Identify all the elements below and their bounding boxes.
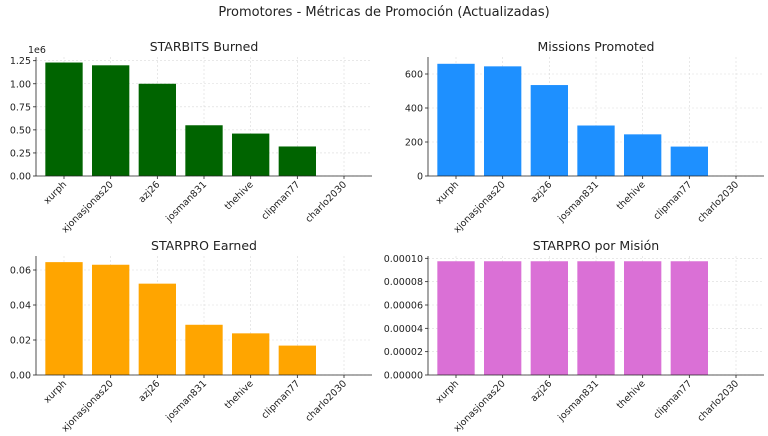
bar-clipman77 bbox=[278, 146, 316, 176]
bar-josman831 bbox=[577, 125, 615, 176]
y-tick-label: 0.00000 bbox=[384, 371, 423, 382]
bar-xurph bbox=[437, 261, 475, 375]
y-tick-label: 200 bbox=[405, 138, 423, 149]
y-tick-label: 0.75 bbox=[10, 102, 31, 113]
x-tick-label: clipman77 bbox=[652, 179, 695, 222]
y-tick-label: 0.50 bbox=[10, 125, 31, 136]
y-tick-label: 0 bbox=[417, 172, 423, 183]
bar-thehive bbox=[232, 333, 270, 375]
x-tick-label: azj26 bbox=[529, 378, 555, 404]
x-tick-label: thehive bbox=[615, 179, 648, 212]
bar-xurph bbox=[45, 262, 83, 375]
y-tick-label: 0.00 bbox=[10, 371, 31, 382]
chart-panel-4: 0.00000 0.00002 0.00004 0.00006 0.00008 0.000… bbox=[384, 238, 764, 434]
x-tick-label: azj26 bbox=[529, 179, 555, 205]
x-tick-label: xurph bbox=[434, 378, 461, 405]
bar-thehive bbox=[232, 133, 270, 176]
x-tick-label: xurph bbox=[42, 378, 69, 405]
y-tick-label: 1.25 bbox=[10, 56, 31, 67]
chart-title: STARPRO por Misión bbox=[533, 238, 659, 253]
bar-clipman77 bbox=[670, 261, 708, 375]
y-tick-label: 0.00004 bbox=[384, 324, 423, 335]
y-tick-label: 0.00 bbox=[10, 172, 31, 183]
x-tick-label: josman831 bbox=[555, 378, 601, 424]
y-tick-label: 1.00 bbox=[10, 79, 31, 90]
bar-xjonasjonas20 bbox=[92, 65, 130, 176]
x-tick-label: xurph bbox=[434, 179, 461, 206]
chart-title: STARBITS Burned bbox=[150, 39, 259, 54]
y-tick-label: 0.00008 bbox=[384, 277, 423, 288]
bar-thehive bbox=[624, 134, 662, 176]
x-tick-label: charlo2030 bbox=[303, 179, 349, 225]
chart-title: STARPRO Earned bbox=[151, 238, 257, 253]
y-tick-label: 0.06 bbox=[10, 266, 31, 277]
bar-josman831 bbox=[577, 261, 615, 375]
x-tick-label: azj26 bbox=[137, 179, 163, 205]
x-tick-label: clipman77 bbox=[652, 378, 695, 421]
x-tick-label: clipman77 bbox=[260, 378, 303, 421]
x-tick-label: charlo2030 bbox=[695, 179, 741, 225]
bar-clipman77 bbox=[670, 146, 708, 176]
y-tick-label: 400 bbox=[405, 104, 423, 115]
x-tick-label: josman831 bbox=[163, 378, 209, 424]
x-tick-label: thehive bbox=[223, 179, 256, 212]
bar-xjonasjonas20 bbox=[484, 261, 522, 375]
x-tick-label: josman831 bbox=[163, 179, 209, 225]
y-tick-label: 0.25 bbox=[10, 148, 31, 159]
y-tick-label: 0.00010 bbox=[384, 254, 423, 265]
x-tick-label: thehive bbox=[223, 378, 256, 411]
y-tick-label: 600 bbox=[405, 70, 423, 81]
bar-azj26 bbox=[530, 85, 568, 176]
bar-azj26 bbox=[530, 261, 568, 375]
bar-xjonasjonas20 bbox=[484, 66, 522, 176]
chart-title: Missions Promoted bbox=[538, 39, 655, 54]
bar-josman831 bbox=[185, 125, 223, 176]
bar-xjonasjonas20 bbox=[92, 264, 130, 375]
y-tick-label: 0.02 bbox=[10, 336, 31, 347]
bar-thehive bbox=[624, 261, 662, 375]
bar-clipman77 bbox=[278, 345, 316, 375]
y-tick-label: 0.00002 bbox=[384, 347, 423, 358]
bar-azj26 bbox=[138, 83, 176, 176]
bar-xurph bbox=[45, 62, 83, 177]
y-tick-label: 0.00006 bbox=[384, 301, 423, 312]
x-tick-label: xurph bbox=[42, 179, 69, 206]
x-tick-label: thehive bbox=[615, 378, 648, 411]
x-tick-label: charlo2030 bbox=[303, 378, 349, 424]
x-tick-label: azj26 bbox=[137, 378, 163, 404]
figure-title: Promotores - Métricas de Promoción (Actu… bbox=[218, 5, 549, 20]
bar-xurph bbox=[437, 63, 475, 176]
y-tick-label: 0.04 bbox=[10, 301, 31, 312]
x-tick-label: charlo2030 bbox=[695, 378, 741, 424]
x-tick-label: clipman77 bbox=[260, 179, 303, 222]
chart-panel-1: 0.000.250.500.751.001.25xurphxjonasjonas… bbox=[10, 39, 372, 235]
bar-azj26 bbox=[138, 283, 176, 375]
bar-josman831 bbox=[185, 324, 223, 375]
y-offset-text: 1e6 bbox=[28, 45, 46, 56]
x-tick-label: josman831 bbox=[555, 179, 601, 225]
